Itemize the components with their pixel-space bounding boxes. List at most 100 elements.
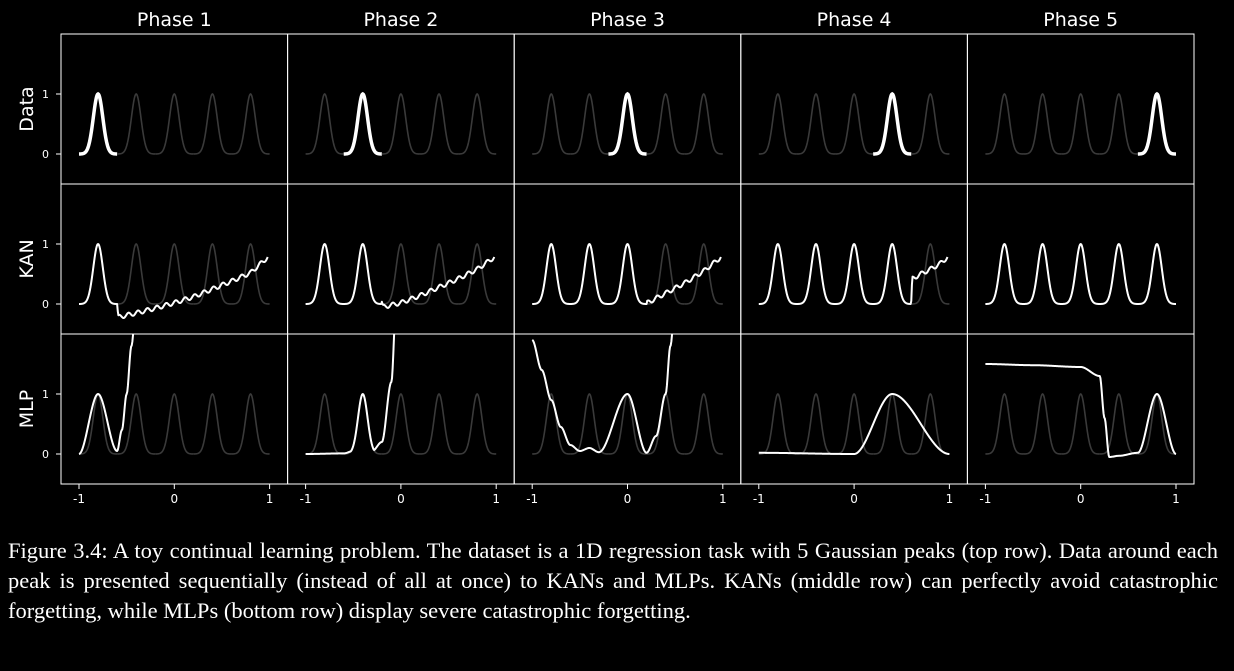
faint-peak <box>532 243 571 305</box>
panel-content <box>985 91 1177 156</box>
faint-peak <box>911 393 950 455</box>
faint-peak <box>646 243 685 305</box>
faint-peak <box>193 243 232 305</box>
faint-peak <box>458 93 497 155</box>
faint-peak <box>646 93 685 155</box>
x-tick-label: 1 <box>266 492 274 506</box>
panel-content <box>758 91 950 156</box>
row-label: MLP <box>16 390 38 428</box>
panel <box>966 33 1195 185</box>
panel <box>740 333 968 485</box>
faint-peak <box>1099 393 1138 455</box>
highlighted-peak <box>608 91 647 156</box>
faint-peak <box>835 93 874 155</box>
caption-text: A toy continual learning problem. The da… <box>8 538 1219 623</box>
faint-peak <box>381 243 420 305</box>
panel-content <box>305 91 497 156</box>
panel <box>60 333 289 485</box>
faint-peak <box>155 93 194 155</box>
x-tick-label: -1 <box>979 492 991 506</box>
mlp-curve <box>78 334 135 455</box>
column-titles: Phase 1 Phase 2 Phase 3 Phase 4 Phase 5 <box>137 9 1118 31</box>
faint-peak <box>305 93 344 155</box>
panel-content <box>985 363 1177 458</box>
faint-peak <box>193 393 232 455</box>
faint-peak <box>835 393 874 455</box>
faint-peak <box>231 393 270 455</box>
caption-label: Figure 3.4: <box>8 538 108 563</box>
y-tick-label: 1 <box>42 88 49 101</box>
mlp-curve <box>531 334 674 454</box>
faint-peak <box>570 93 609 155</box>
faint-peak <box>758 243 797 305</box>
panel <box>740 183 968 335</box>
faint-peak <box>231 93 270 155</box>
highlighted-peak <box>1137 91 1177 156</box>
panel <box>513 333 742 485</box>
kan-curve <box>758 243 949 305</box>
faint-peak <box>155 243 194 305</box>
faint-peak <box>1099 243 1138 305</box>
panel-content <box>985 243 1177 305</box>
faint-peak <box>758 93 797 155</box>
faint-peak <box>911 243 950 305</box>
panel <box>513 183 742 335</box>
column-title: Phase 4 <box>817 9 892 31</box>
faint-peak <box>343 243 382 305</box>
panel-content <box>532 91 723 156</box>
y-tick-label: 0 <box>42 448 49 461</box>
faint-peak <box>1099 93 1138 155</box>
faint-peak <box>419 243 459 305</box>
kan-curve <box>985 243 1177 305</box>
faint-peak <box>835 243 874 305</box>
faint-peak <box>419 93 459 155</box>
faint-peak <box>343 393 382 455</box>
faint-peak <box>1061 93 1100 155</box>
x-tick-label: 1 <box>946 492 954 506</box>
faint-peak <box>796 393 836 455</box>
faint-peak <box>796 93 836 155</box>
y-tick-label: 1 <box>42 388 49 401</box>
faint-peak <box>1023 393 1062 455</box>
faint-peak <box>646 393 685 455</box>
x-tick-label: 0 <box>170 492 178 506</box>
column-title: Phase 5 <box>1043 9 1118 31</box>
faint-peak <box>532 393 571 455</box>
faint-peak <box>985 393 1024 455</box>
faint-peak <box>1061 243 1100 305</box>
faint-peak <box>985 243 1024 305</box>
faint-peak <box>570 243 609 305</box>
faint-peak <box>532 93 571 155</box>
faint-peak <box>458 243 497 305</box>
column-title: Phase 2 <box>363 9 438 31</box>
faint-peak <box>1061 393 1100 455</box>
mlp-curve <box>305 334 396 455</box>
faint-peak <box>985 93 1024 155</box>
faint-peak <box>117 243 156 305</box>
y-tick-label: 0 <box>42 148 49 161</box>
figure-caption: Figure 3.4: A toy continual learning pro… <box>8 536 1218 626</box>
continual-learning-figure: Phase 1 Phase 2 Phase 3 Phase 4 Phase 5 Data… <box>16 9 1195 506</box>
row-labels: Data 0 1 KAN 0 1 MLP 0 1 <box>16 86 61 461</box>
panel <box>287 33 515 185</box>
panel <box>966 183 1195 335</box>
faint-peak <box>117 93 156 155</box>
faint-peak <box>608 243 647 305</box>
mlp-curve <box>758 393 950 455</box>
faint-peak <box>78 243 118 305</box>
faint-peak <box>1137 243 1177 305</box>
x-tick-label: -1 <box>300 492 312 506</box>
y-tick-label: 1 <box>42 238 49 251</box>
faint-peak <box>570 393 609 455</box>
faint-peak <box>117 393 156 455</box>
panel-content <box>78 334 270 455</box>
column-title: Phase 3 <box>590 9 665 31</box>
faint-peak <box>1023 93 1062 155</box>
kan-curve <box>78 243 269 319</box>
panel-content <box>305 243 497 309</box>
faint-peak <box>1137 393 1177 455</box>
faint-peak <box>873 243 912 305</box>
panel-content <box>531 243 723 305</box>
x-tick-label: 1 <box>1172 492 1180 506</box>
highlighted-peak <box>343 91 382 156</box>
